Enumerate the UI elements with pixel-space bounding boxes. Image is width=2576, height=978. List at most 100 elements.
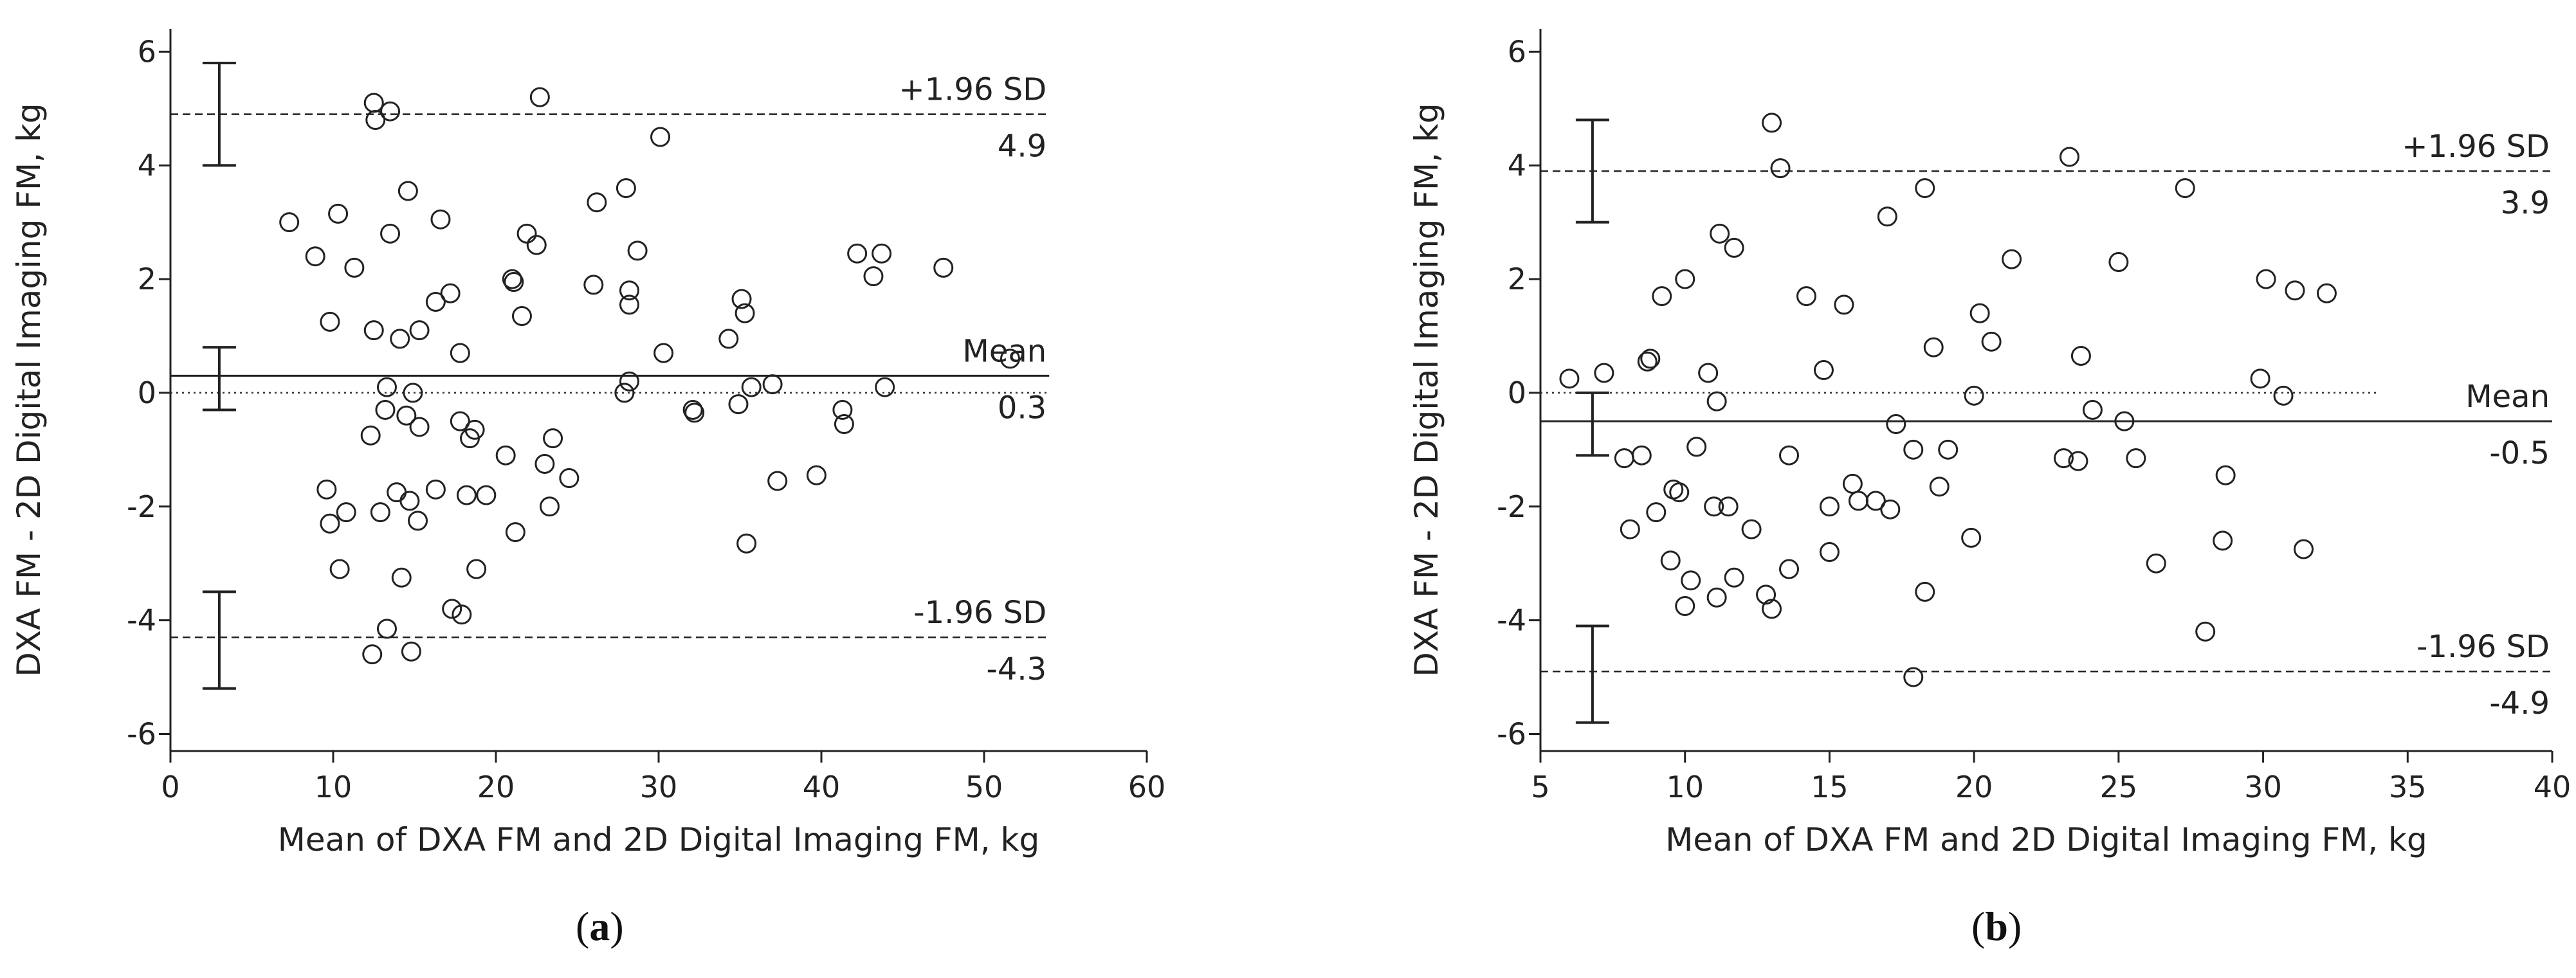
upper-limit-label: +1.96 SD <box>2402 129 2550 165</box>
data-point <box>1640 349 1661 369</box>
data-point <box>376 377 397 397</box>
data-point <box>2070 345 2091 366</box>
x-tick-label: 0 <box>161 770 179 804</box>
data-point <box>834 414 854 435</box>
data-point <box>1652 286 1672 307</box>
lower-limit-value: -4.3 <box>987 651 1047 687</box>
data-point <box>2250 368 2270 389</box>
data-point <box>2053 448 2074 469</box>
data-point <box>360 425 381 446</box>
data-point <box>1669 482 1690 503</box>
data-point <box>616 178 636 199</box>
data-point <box>1886 414 1906 435</box>
data-point <box>1834 294 1854 315</box>
data-point <box>1903 439 1924 460</box>
data-point <box>1842 473 1863 494</box>
data-point <box>1724 567 1744 588</box>
data-point <box>1686 437 1707 457</box>
x-tick-label: 40 <box>803 770 841 804</box>
data-point <box>735 303 755 323</box>
data-point <box>1706 391 1727 412</box>
data-point <box>526 235 547 255</box>
panel-label-a: (a) <box>576 903 624 949</box>
ci-error-bar <box>202 590 236 690</box>
mean-value: 0.3 <box>998 390 1046 426</box>
data-point <box>376 619 397 639</box>
data-point <box>2002 249 2022 269</box>
data-point <box>495 445 516 466</box>
data-point <box>504 271 524 292</box>
data-point <box>442 599 462 619</box>
data-point <box>762 374 783 395</box>
y-tick-label: -6 <box>127 716 156 751</box>
y-tick-label: -4 <box>1497 603 1526 638</box>
data-point <box>539 496 560 517</box>
y-tick-label: 6 <box>1508 34 1526 69</box>
data-point <box>736 533 757 554</box>
y-tick-label: 0 <box>1508 376 1526 410</box>
data-point <box>650 127 671 147</box>
data-point <box>684 403 705 423</box>
data-point <box>619 280 639 301</box>
x-tick-label: 30 <box>640 770 678 804</box>
y-tick-label: 0 <box>138 376 156 410</box>
data-point <box>1756 584 1777 605</box>
data-point <box>1675 269 1695 289</box>
data-point <box>397 181 418 201</box>
data-point <box>362 644 383 665</box>
y-axis-label: DXA FM - 2D Digital Imaging FM, kg <box>1408 103 1445 676</box>
data-point <box>505 522 525 543</box>
upper-limit-value: 4.9 <box>998 129 1046 165</box>
data-point <box>1915 178 1935 199</box>
data-point <box>1704 496 1724 517</box>
data-point <box>344 257 365 278</box>
data-point <box>320 513 340 534</box>
data-point <box>619 294 639 315</box>
data-point <box>1929 476 1950 497</box>
upper-limit-value: 3.9 <box>2501 185 2550 221</box>
data-point <box>328 203 349 224</box>
data-point <box>375 399 396 420</box>
data-point <box>614 383 635 403</box>
lower-limit-label: -1.96 SD <box>2416 629 2550 665</box>
data-point <box>847 243 868 264</box>
data-point <box>2082 399 2103 420</box>
data-point <box>587 192 607 213</box>
data-point <box>2126 448 2146 469</box>
mean-value: -0.5 <box>2489 435 2550 471</box>
lower-limit-value: -4.9 <box>2489 685 2550 721</box>
data-point <box>456 485 477 505</box>
data-point <box>430 209 451 230</box>
data-point <box>1718 496 1739 517</box>
x-tick-label: 35 <box>2389 770 2427 804</box>
data-point <box>1706 587 1727 608</box>
data-point <box>2215 465 2236 485</box>
x-axis-label: Mean of DXA FM and 2D Digital Imaging FM… <box>1665 821 2427 858</box>
x-tick-label: 15 <box>1811 770 1849 804</box>
data-point <box>1865 491 1886 511</box>
data-point <box>363 320 384 341</box>
x-tick-label: 30 <box>2244 770 2282 804</box>
data-point <box>387 482 407 503</box>
data-point <box>1631 445 1652 466</box>
data-point <box>1762 599 1782 619</box>
data-point <box>875 377 895 397</box>
data-point <box>1724 237 1744 258</box>
x-tick-label: 20 <box>1955 770 1993 804</box>
x-tick-label: 50 <box>965 770 1003 804</box>
data-point <box>380 223 401 244</box>
data-point <box>466 559 487 579</box>
data-point <box>1559 368 1580 389</box>
data-point <box>403 383 423 403</box>
data-point <box>1813 360 1834 381</box>
data-point <box>380 101 401 122</box>
x-tick-label: 20 <box>477 770 515 804</box>
data-point <box>627 240 648 261</box>
data-point <box>476 485 497 505</box>
data-point <box>2316 283 2337 303</box>
data-point <box>336 502 356 523</box>
data-point <box>408 511 428 531</box>
data-point <box>1964 385 1984 406</box>
data-point <box>279 212 300 233</box>
data-point <box>1770 158 1791 179</box>
